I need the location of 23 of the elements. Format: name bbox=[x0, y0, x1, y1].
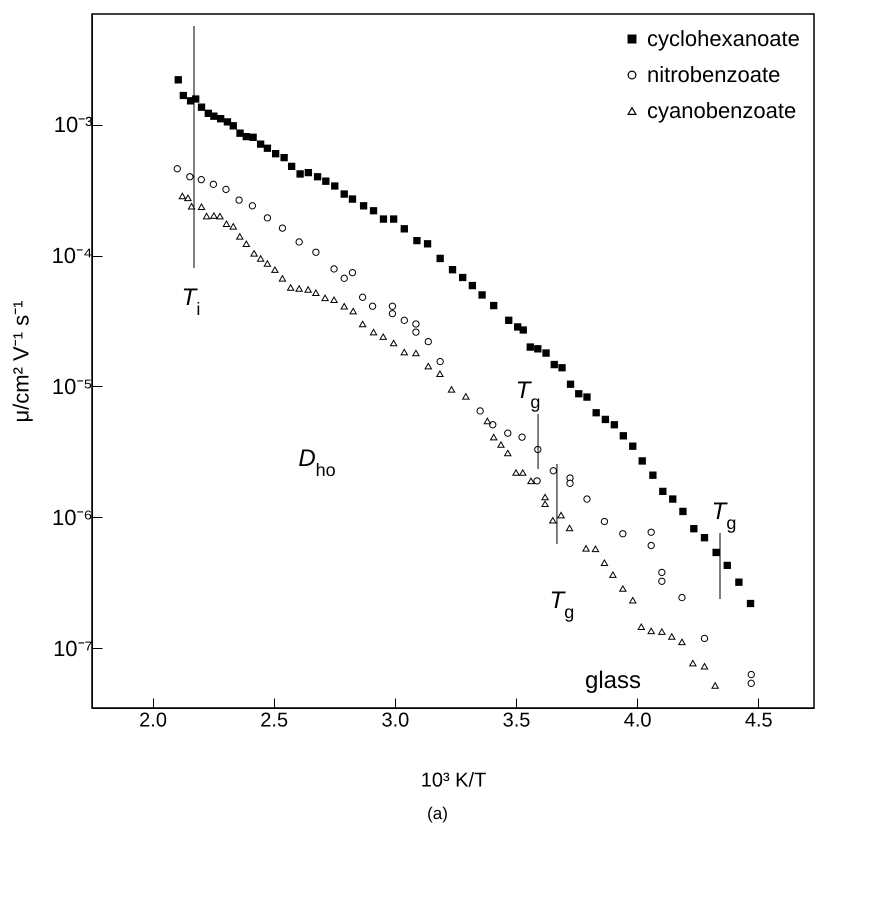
y-axis-title: μ/cm² V⁻¹ s⁻¹ bbox=[8, 300, 34, 422]
x-tick-label: 3.0 bbox=[381, 710, 410, 732]
ref-line-label: T$_{g}$ bbox=[516, 377, 540, 412]
x-axis-title: 10³ K/T bbox=[420, 770, 486, 792]
x-tick-label: 3.5 bbox=[502, 710, 530, 732]
legend-label: cyclohexanoate bbox=[647, 26, 800, 51]
ref-line-label: T$_{i}$ bbox=[182, 284, 200, 319]
annotation: glass bbox=[584, 667, 642, 694]
legend-label: nitrobenzoate bbox=[647, 62, 780, 87]
x-tick-label: 2.0 bbox=[139, 710, 167, 732]
x-tick-label: 4.5 bbox=[744, 710, 773, 732]
text: (a) bbox=[426, 804, 449, 824]
y-tick-label: 10⁻⁴ bbox=[52, 243, 92, 268]
legend-label: cyanobenzoate bbox=[647, 98, 796, 123]
y-tick-label: 10⁻⁶ bbox=[52, 504, 92, 530]
ref-line-label: T$_{g}$ bbox=[550, 587, 574, 622]
y-tick-label: 10⁻³ bbox=[54, 112, 92, 138]
y-tick-label: 10⁻⁷ bbox=[53, 636, 93, 661]
x-tick-label: 4.0 bbox=[624, 710, 652, 732]
y-tick-label: 10⁻⁵ bbox=[52, 374, 92, 399]
ref-line-label: T$_{g}$ bbox=[712, 498, 736, 533]
x-tick-label: 2.5 bbox=[260, 710, 288, 732]
annotation: D$_{ho}$ bbox=[298, 445, 336, 480]
